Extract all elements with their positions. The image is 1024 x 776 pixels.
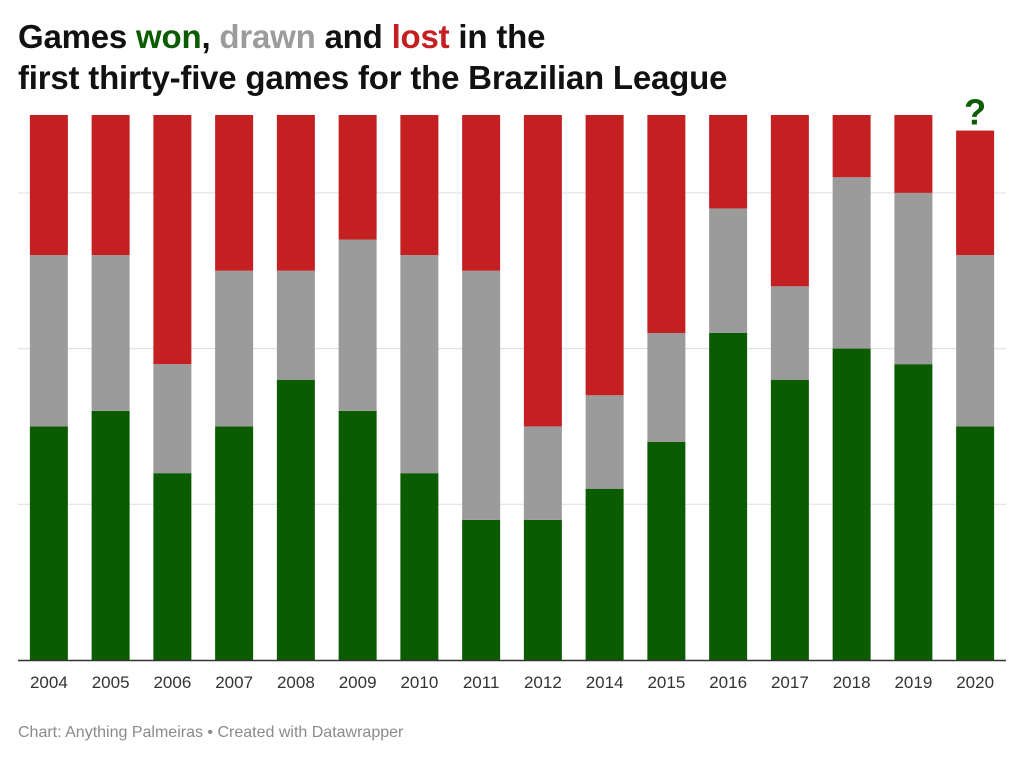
x-tick-label-2007: 2007 xyxy=(215,673,253,692)
bar-drawn-2006 xyxy=(153,364,192,474)
bar-lost-2005 xyxy=(91,115,130,256)
title-prefix: Games xyxy=(18,18,137,55)
bar-won-2005 xyxy=(91,410,130,660)
bar-drawn-2016 xyxy=(709,208,748,333)
bar-lost-2009 xyxy=(338,115,377,240)
bar-drawn-2004 xyxy=(29,255,68,427)
bar-drawn-2017 xyxy=(770,286,809,380)
bar-won-2006 xyxy=(153,473,192,660)
bar-drawn-2020 xyxy=(956,255,995,427)
bar-lost-2014 xyxy=(585,115,624,396)
bar-drawn-2015 xyxy=(647,333,686,442)
bar-lost-2016 xyxy=(709,115,748,209)
x-tick-label-2012: 2012 xyxy=(524,673,562,692)
title-drawn: drawn xyxy=(219,18,316,55)
x-tick-label-2008: 2008 xyxy=(277,673,315,692)
bar-drawn-2012 xyxy=(523,426,562,520)
title-suffix: in the xyxy=(449,18,546,55)
x-tick-label-2011: 2011 xyxy=(463,673,500,692)
footer-source: Chart: Anything Palmeiras xyxy=(18,724,203,741)
bar-won-2008 xyxy=(276,379,315,660)
annotation-2020: ? xyxy=(964,92,986,133)
bar-lost-2011 xyxy=(462,115,501,271)
bar-drawn-2007 xyxy=(215,270,254,427)
bar-lost-2010 xyxy=(400,115,439,256)
bar-drawn-2019 xyxy=(894,192,933,365)
bar-lost-2008 xyxy=(276,115,315,271)
bar-lost-2019 xyxy=(894,115,933,193)
title-comma: , xyxy=(201,18,220,55)
bar-won-2014 xyxy=(585,488,624,660)
bar-drawn-2018 xyxy=(832,177,871,349)
bar-won-2015 xyxy=(647,442,686,660)
title-won: won xyxy=(136,18,202,55)
bar-won-2016 xyxy=(709,333,748,660)
bar-drawn-2010 xyxy=(400,255,439,474)
title-lost: lost xyxy=(391,18,450,55)
x-tick-label-2015: 2015 xyxy=(647,673,685,692)
footer-credit: Created with Datawrapper xyxy=(217,724,404,741)
bar-lost-2018 xyxy=(832,115,871,178)
x-tick-label-2009: 2009 xyxy=(339,673,377,692)
bar-lost-2017 xyxy=(770,115,809,287)
bar-won-2017 xyxy=(770,379,809,660)
bar-won-2011 xyxy=(462,519,501,660)
bar-drawn-2008 xyxy=(276,270,315,380)
x-tick-label-2017: 2017 xyxy=(771,673,809,692)
bar-won-2020 xyxy=(956,426,995,660)
bar-won-2010 xyxy=(400,473,439,660)
bar-won-2012 xyxy=(523,519,562,660)
x-tick-label-2016: 2016 xyxy=(709,673,747,692)
bar-won-2019 xyxy=(894,364,933,660)
x-tick-label-2010: 2010 xyxy=(400,673,438,692)
bar-won-2007 xyxy=(215,426,254,660)
bar-lost-2015 xyxy=(647,115,686,333)
footer-separator: • xyxy=(202,724,218,741)
x-tick-label-2006: 2006 xyxy=(153,673,191,692)
bar-lost-2004 xyxy=(29,115,68,256)
x-tick-label-2020: 2020 xyxy=(956,673,994,692)
bar-drawn-2005 xyxy=(91,255,130,411)
bar-won-2004 xyxy=(29,426,68,660)
x-tick-label-2005: 2005 xyxy=(92,673,130,692)
x-tick-label-2019: 2019 xyxy=(894,673,932,692)
title-and: and xyxy=(315,18,392,55)
bar-drawn-2014 xyxy=(585,395,624,489)
bar-lost-2012 xyxy=(523,115,562,427)
x-tick-label-2018: 2018 xyxy=(833,673,871,692)
x-tick-label-2014: 2014 xyxy=(586,673,624,692)
bar-drawn-2009 xyxy=(338,239,377,411)
bar-won-2018 xyxy=(832,348,871,660)
title-line-2: first thirty-five games for the Brazilia… xyxy=(18,59,728,96)
x-tick-label-2004: 2004 xyxy=(30,673,68,692)
title-line-1: Games won, drawn and lost in the xyxy=(18,16,727,57)
chart-footer: Chart: Anything Palmeiras • Created with… xyxy=(18,724,403,742)
chart-title: Games won, drawn and lost in the first t… xyxy=(18,16,727,98)
bar-drawn-2011 xyxy=(462,270,501,520)
bar-won-2009 xyxy=(338,410,377,660)
bar-lost-2007 xyxy=(215,115,254,271)
bar-lost-2020 xyxy=(956,130,995,256)
bar-lost-2006 xyxy=(153,115,192,365)
